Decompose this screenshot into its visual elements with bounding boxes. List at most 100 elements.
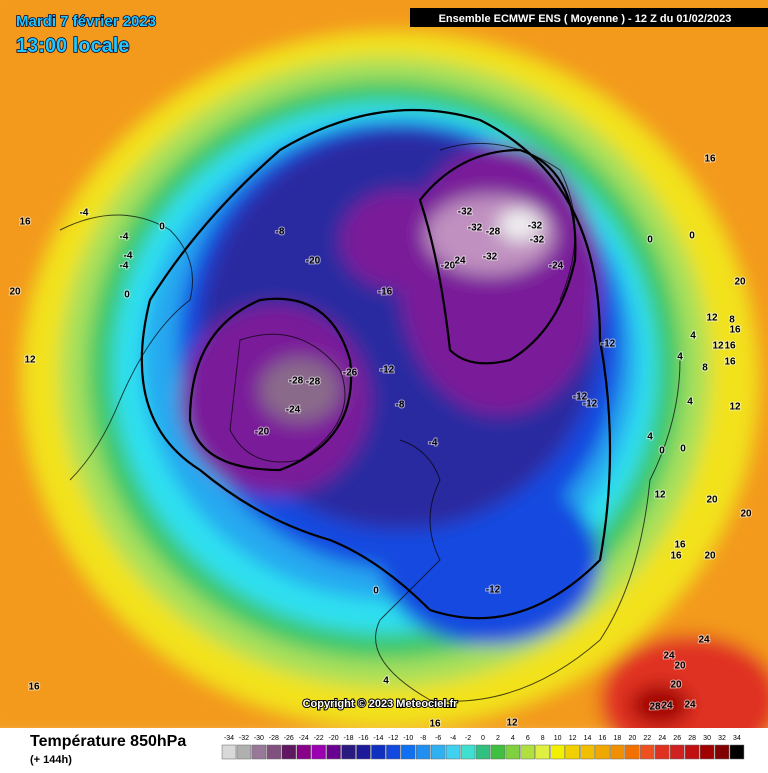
scale-swatch	[251, 744, 267, 760]
model-box	[410, 8, 768, 27]
scale-swatch	[714, 744, 730, 760]
scale-swatch	[326, 744, 341, 760]
contour-label: 24	[698, 635, 710, 646]
scale-label: -18	[343, 735, 353, 742]
scale-swatch	[655, 744, 670, 760]
scale-label: -2	[465, 735, 471, 742]
lead-time: (+ 144h)	[30, 754, 72, 766]
coastlines	[59, 142, 681, 702]
contour-label: 16	[674, 540, 686, 551]
scale-label: 24	[658, 735, 666, 742]
scale-label: 18	[614, 735, 622, 742]
contour-label: -24	[286, 405, 301, 416]
scale-label: -14	[373, 735, 383, 742]
scale-label: -32	[239, 735, 249, 742]
contour-label: 16	[704, 154, 716, 165]
contour-label: 16	[724, 357, 736, 368]
scale-label: 34	[733, 735, 741, 742]
scale-swatch	[416, 744, 431, 760]
contour-label: 4	[647, 432, 653, 443]
scale-label: 4	[511, 735, 515, 742]
scale-label: 0	[481, 735, 485, 742]
scale-swatch	[311, 744, 326, 760]
scale-label: -26	[284, 735, 294, 742]
scale-swatch	[565, 744, 580, 760]
contour-label: -12	[573, 392, 588, 403]
scale-label: -34	[224, 735, 234, 742]
scale-swatch	[640, 744, 655, 760]
scale-label: -10	[403, 735, 413, 742]
scale-label: -16	[358, 735, 368, 742]
scale-label: 22	[643, 735, 651, 742]
contour-label: 0	[659, 446, 665, 457]
contour-label: 0	[124, 290, 130, 301]
local-time: 13:00 locale	[16, 35, 129, 57]
contour-label: -26	[343, 368, 358, 379]
contour-label: 0	[680, 444, 686, 455]
scale-swatch	[281, 744, 296, 760]
contour-label: 12	[706, 313, 718, 324]
contour-label: -20	[306, 256, 321, 267]
contour-label: -12	[380, 365, 395, 376]
copyright: Copyright © 2023 Meteociel.fr	[303, 698, 459, 710]
scale-swatch	[490, 744, 506, 760]
contour-label: -4	[120, 232, 129, 243]
contour-label: 16	[429, 719, 441, 730]
scale-swatch	[341, 744, 356, 760]
scale-swatch	[221, 744, 237, 760]
scale-label: -20	[329, 735, 339, 742]
scale-label: -12	[388, 735, 398, 742]
contour-label: -12	[486, 585, 501, 596]
contour-label: 8	[702, 363, 708, 374]
scale-label: 2	[496, 735, 500, 742]
contour-label: -32	[483, 252, 498, 263]
scale-swatch	[669, 744, 685, 760]
contour-label: 12	[712, 341, 724, 352]
scale-swatch	[610, 744, 625, 760]
contour-label: 24	[684, 700, 696, 711]
contour-label: 4	[677, 352, 683, 363]
contour-label: 0	[373, 586, 379, 597]
scale-swatch	[595, 744, 610, 760]
contour-label: -28	[306, 377, 321, 388]
scale-swatch	[729, 744, 745, 760]
contour-label: 8	[729, 315, 735, 326]
scale-swatch	[401, 744, 416, 760]
scale-label: 30	[703, 735, 711, 742]
contour-label: 12	[654, 490, 666, 501]
contour-label: 16	[19, 217, 31, 228]
scale-swatch	[430, 744, 446, 760]
scale-label: -6	[435, 735, 441, 742]
contour-label: 20	[704, 551, 716, 562]
scale-label: -4	[450, 735, 456, 742]
contour-label: 24	[661, 701, 673, 712]
scale-label: 8	[541, 735, 545, 742]
contour-label: 24	[454, 256, 466, 267]
contour-label: 4	[690, 331, 696, 342]
scale-swatch	[445, 744, 461, 760]
contour-label: 20	[734, 277, 746, 288]
scale-label: 32	[718, 735, 726, 742]
contour-label: -4	[124, 251, 133, 262]
contour-label: -20	[255, 427, 270, 438]
scale-swatch	[520, 744, 536, 760]
scale-swatch	[625, 744, 640, 760]
scale-label: -24	[299, 735, 309, 742]
contour-label: -32	[468, 223, 483, 234]
scale-label: 10	[554, 735, 562, 742]
scale-swatch	[550, 744, 565, 760]
scale-label: 16	[599, 735, 607, 742]
contour-label: -8	[276, 227, 285, 238]
contour-label: 28	[649, 702, 661, 713]
contour-label: 12	[729, 402, 741, 413]
scale-label: -30	[254, 735, 264, 742]
contour-label: 4	[687, 397, 693, 408]
contour-label: -8	[396, 400, 405, 411]
scale-label: -28	[269, 735, 279, 742]
contour-label: 0	[159, 222, 165, 233]
scale-label: 6	[526, 735, 530, 742]
color-scale: -34 -32 -30 -28 -26 -24 -2 2 -20 -18 -16 -14 -12 -10 -…	[221, 735, 745, 760]
